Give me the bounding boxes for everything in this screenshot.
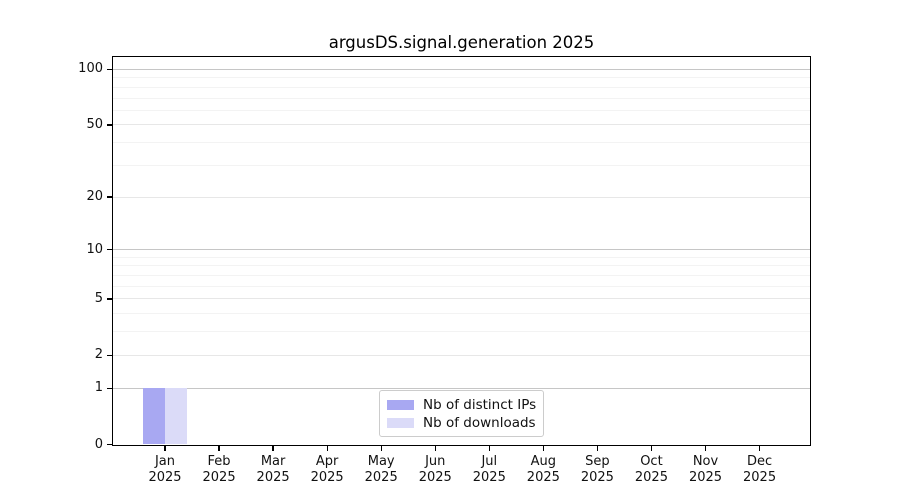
x-axis-label-month: Jun bbox=[425, 453, 446, 469]
minor-gridline bbox=[113, 265, 810, 267]
x-axis-tick bbox=[596, 444, 599, 451]
x-axis-label-month: Dec bbox=[746, 453, 773, 469]
x-axis-label-year: 2025 bbox=[580, 469, 614, 485]
y-axis-tick bbox=[106, 298, 113, 300]
minor-gridline bbox=[113, 256, 810, 258]
x-axis-label-year: 2025 bbox=[688, 469, 723, 485]
x-axis-label-year: 2025 bbox=[526, 469, 560, 485]
legend-entry-label: Nb of downloads bbox=[423, 415, 536, 431]
x-axis-label-month: Nov bbox=[692, 453, 719, 469]
y-axis-tick bbox=[106, 68, 113, 71]
y-axis-tick bbox=[106, 354, 113, 356]
x-axis-label: Apr 2025 bbox=[299, 454, 355, 486]
x-axis-label: Sep 2025 bbox=[569, 454, 625, 486]
y-axis-tick bbox=[106, 196, 113, 198]
major-gridline bbox=[113, 124, 810, 126]
y-axis-tick bbox=[106, 248, 113, 251]
x-axis-label-month: Oct bbox=[640, 453, 663, 469]
x-axis-tick bbox=[326, 444, 328, 451]
legend-entry: Nb of downloads bbox=[387, 414, 536, 432]
minor-gridline bbox=[113, 313, 810, 315]
x-axis-tick bbox=[380, 444, 382, 451]
x-axis-label-month: Jan bbox=[154, 453, 176, 469]
x-axis-label-month: Aug bbox=[530, 453, 557, 469]
x-axis-label: Nov 2025 bbox=[678, 454, 734, 486]
legend: Nb of distinct IPs Nb of downloads bbox=[379, 390, 544, 437]
x-axis-label: Oct 2025 bbox=[623, 454, 679, 486]
y-axis-label: 1 bbox=[94, 380, 103, 396]
x-axis-label-month: Jul bbox=[481, 453, 498, 469]
x-axis-label-year: 2025 bbox=[148, 469, 182, 485]
minor-gridline bbox=[113, 142, 810, 144]
legend-swatch-downloads bbox=[387, 418, 414, 428]
x-axis-label-month: Mar bbox=[260, 453, 286, 469]
bar-downloads bbox=[165, 388, 187, 445]
x-axis-label: Jan 2025 bbox=[137, 454, 193, 486]
x-axis-label: Jun 2025 bbox=[407, 454, 463, 486]
x-axis-label-month: May bbox=[367, 453, 395, 469]
bar-distinct-ips bbox=[143, 388, 165, 445]
minor-gridline bbox=[113, 97, 810, 99]
x-axis-tick bbox=[758, 444, 761, 451]
x-axis-label-year: 2025 bbox=[202, 469, 236, 485]
x-axis-label-year: 2025 bbox=[743, 469, 777, 485]
x-axis-label-year: 2025 bbox=[364, 469, 398, 485]
legend-entry: Nb of distinct IPs bbox=[387, 396, 537, 414]
x-axis-tick bbox=[704, 444, 707, 451]
major-gridline bbox=[113, 354, 810, 356]
major-gridline bbox=[113, 68, 810, 70]
x-axis-tick bbox=[272, 444, 274, 451]
x-axis-tick bbox=[650, 444, 653, 451]
minor-gridline bbox=[113, 164, 810, 166]
x-axis-label-month: Sep bbox=[585, 453, 610, 469]
y-axis-label: 20 bbox=[86, 189, 103, 205]
x-axis-label: May 2025 bbox=[353, 454, 409, 486]
x-axis-label: Mar 2025 bbox=[245, 454, 301, 486]
x-axis-tick bbox=[218, 444, 220, 451]
x-axis-tick bbox=[434, 444, 436, 451]
x-axis-label-year: 2025 bbox=[310, 469, 344, 485]
major-gridline bbox=[113, 249, 810, 251]
legend-entry-label: Nb of distinct IPs bbox=[423, 397, 537, 413]
x-axis-label-year: 2025 bbox=[472, 469, 506, 485]
chart-title: argusDS.signal.generation 2025 bbox=[328, 33, 595, 52]
minor-gridline bbox=[113, 77, 810, 79]
x-axis-label-year: 2025 bbox=[256, 469, 290, 485]
minor-gridline bbox=[113, 331, 810, 333]
x-axis-tick bbox=[542, 444, 544, 451]
y-axis-label: 50 bbox=[86, 116, 103, 132]
x-axis-label-year: 2025 bbox=[634, 469, 668, 485]
x-axis-tick bbox=[164, 444, 166, 451]
y-axis-tick bbox=[106, 387, 113, 389]
minor-gridline bbox=[113, 275, 810, 276]
y-axis-tick bbox=[106, 443, 113, 446]
minor-gridline bbox=[113, 86, 810, 88]
y-axis-tick bbox=[106, 124, 113, 126]
major-gridline bbox=[113, 387, 810, 389]
y-axis-label: 10 bbox=[86, 241, 103, 257]
y-axis-label: 5 bbox=[94, 290, 103, 306]
major-gridline bbox=[113, 298, 810, 300]
y-axis-label: 0 bbox=[94, 436, 103, 452]
legend-swatch-distinct-ips bbox=[387, 400, 414, 410]
y-axis-label: 100 bbox=[78, 61, 103, 77]
y-axis-label: 2 bbox=[94, 347, 103, 363]
x-axis-label: Jul 2025 bbox=[461, 454, 517, 486]
x-axis-tick bbox=[488, 444, 490, 451]
x-axis-label: Dec 2025 bbox=[732, 454, 788, 486]
x-axis-label: Feb 2025 bbox=[191, 454, 247, 486]
x-axis-label-month: Apr bbox=[315, 453, 339, 469]
x-axis-label: Aug 2025 bbox=[515, 454, 571, 486]
minor-gridline bbox=[113, 285, 810, 287]
x-axis-label-year: 2025 bbox=[418, 469, 452, 485]
minor-gridline bbox=[113, 109, 810, 111]
x-axis-label-month: Feb bbox=[207, 453, 231, 469]
major-gridline bbox=[113, 196, 810, 198]
